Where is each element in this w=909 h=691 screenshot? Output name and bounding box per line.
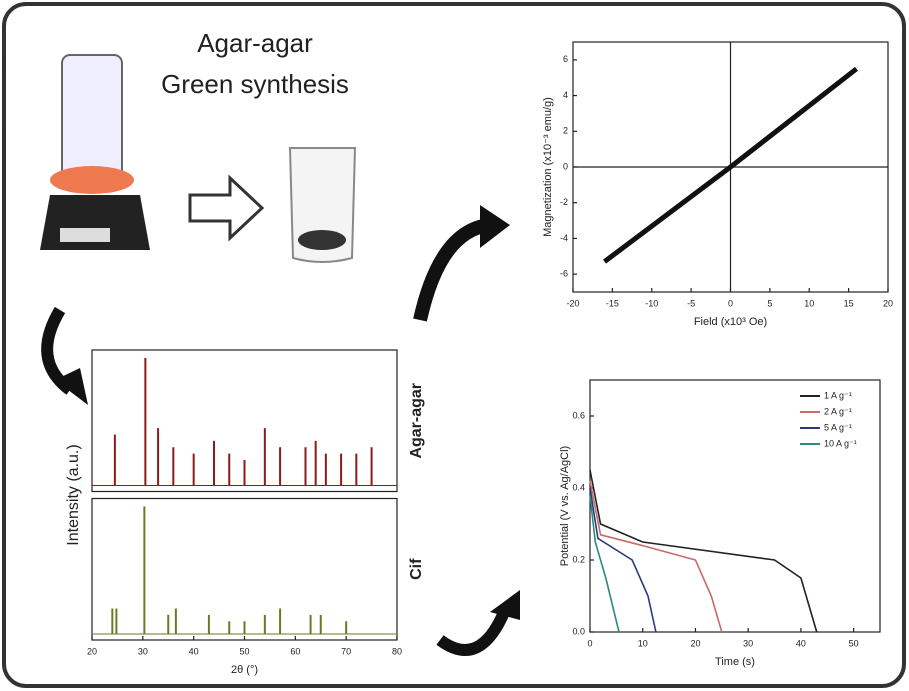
- x-tick-label: 30: [138, 646, 148, 656]
- data-line: [589, 495, 620, 633]
- x-tick-label: 60: [290, 646, 300, 656]
- data-line: [589, 487, 657, 633]
- y-tick-label: 0.0: [572, 626, 585, 636]
- panel: [91, 349, 398, 493]
- x-tick-label: 0: [587, 638, 592, 648]
- y-tick-label: -4: [560, 233, 568, 243]
- legend-label: 1 A g⁻¹: [824, 390, 852, 400]
- y-tick-label: -6: [560, 269, 568, 279]
- x-tick-label: -20: [566, 298, 579, 308]
- y-axis-label: Potential (V vs. Ag/AgCl): [559, 446, 571, 566]
- flow-arrow-head: [490, 590, 520, 620]
- y-tick-label: 6: [563, 54, 568, 64]
- x-tick-label: 40: [189, 646, 199, 656]
- panel-label: Cif: [408, 558, 425, 580]
- x-tick-label: 0: [728, 298, 733, 308]
- x-tick-label: 70: [341, 646, 351, 656]
- x-tick-label: -10: [645, 298, 658, 308]
- x-tick-label: 20: [87, 646, 97, 656]
- process-arrow: [188, 174, 265, 242]
- plot-area: [589, 379, 881, 633]
- x-tick-label: 20: [883, 298, 893, 308]
- x-tick-label: 40: [796, 638, 806, 648]
- legend-label: 5 A g⁻¹: [824, 422, 852, 432]
- x-axis-label: 2θ (°): [231, 664, 258, 676]
- y-tick-label: 0.2: [572, 554, 585, 564]
- x-tick-label: 5: [767, 298, 772, 308]
- y-tick-label: 4: [563, 90, 568, 100]
- y-axis-label: Magnetization (x10⁻³ emu/g): [542, 97, 554, 237]
- x-tick-label: 10: [638, 638, 648, 648]
- x-tick-label: 20: [690, 638, 700, 648]
- data-line: [589, 480, 723, 633]
- legend-label: 10 A g⁻¹: [824, 438, 857, 448]
- y-tick-label: -2: [560, 197, 568, 207]
- x-tick-label: -15: [606, 298, 619, 308]
- y-tick-label: 0.4: [572, 482, 585, 492]
- x-tick-label: 50: [239, 646, 249, 656]
- x-tick-label: 80: [392, 646, 402, 656]
- y-axis-label: Intensity (a.u.): [65, 444, 82, 545]
- hot-plate: [40, 54, 150, 250]
- x-tick-label: -5: [687, 298, 695, 308]
- y-tick-label: 0: [563, 161, 568, 171]
- y-tick-label: 0.6: [572, 410, 585, 420]
- beaker: [288, 147, 357, 263]
- x-axis-label: Time (s): [715, 656, 755, 668]
- title-line: Green synthesis: [161, 69, 349, 99]
- legend-label: 2 A g⁻¹: [824, 406, 852, 416]
- data-line: [589, 469, 818, 633]
- x-tick-label: 10: [804, 298, 814, 308]
- x-tick-label: 30: [743, 638, 753, 648]
- x-axis-label: Field (x10³ Oe): [694, 316, 767, 328]
- data-line: [602, 66, 859, 264]
- x-tick-label: 50: [849, 638, 859, 648]
- y-tick-label: 2: [563, 126, 568, 136]
- title-line: Agar-agar: [197, 28, 313, 58]
- flow-arrow: [413, 218, 492, 322]
- flow-arrow-head: [480, 205, 510, 248]
- x-tick-label: 15: [844, 298, 854, 308]
- panel-label: Agar-agar: [408, 383, 425, 459]
- flow-arrow-head: [55, 368, 88, 405]
- flow-arrow: [436, 607, 511, 656]
